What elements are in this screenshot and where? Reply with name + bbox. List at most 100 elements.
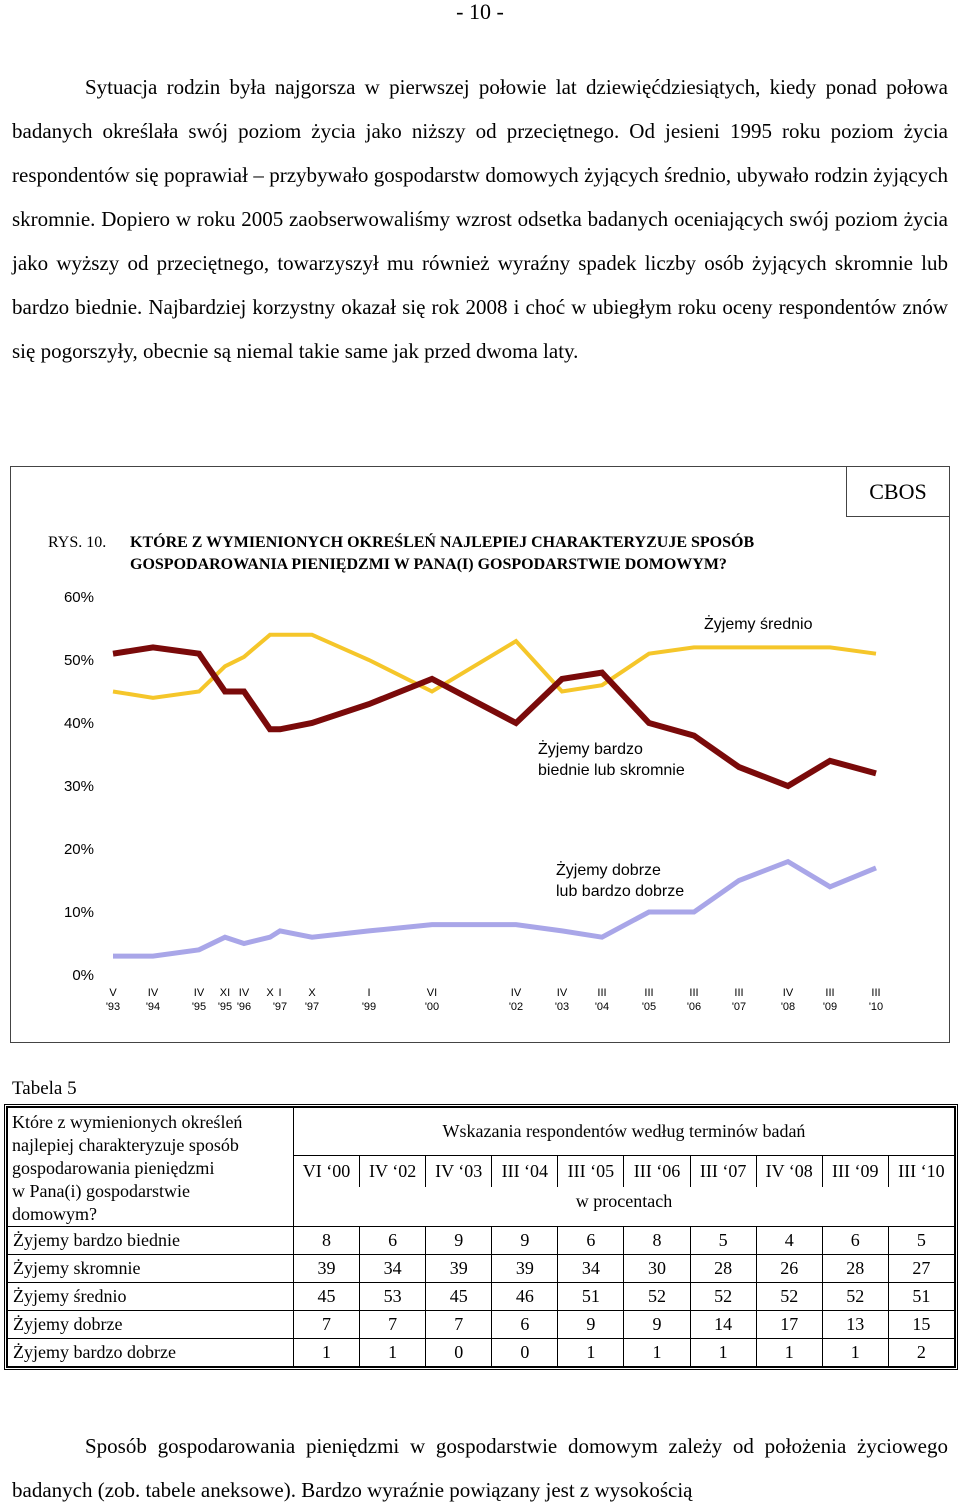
table-cell: 51 xyxy=(887,1282,956,1311)
table-cell: 45 xyxy=(425,1282,493,1311)
y-tick-label: 50% xyxy=(64,652,94,669)
x-tick-month: X xyxy=(266,987,274,999)
series-line xyxy=(112,632,877,700)
table-cell: 52 xyxy=(623,1282,691,1311)
table-cell: 1 xyxy=(359,1338,427,1367)
data-table-wrapper: Które z wymienionych określeń najlepiej … xyxy=(4,1104,958,1370)
y-tick-label: 0% xyxy=(72,967,94,984)
table-header-row: Które z wymienionych określeń najlepiej … xyxy=(7,1106,955,1227)
x-tick-month: IV xyxy=(783,987,794,999)
x-tick-month: III xyxy=(644,987,653,999)
term-header-cell: III ‘09 xyxy=(821,1155,889,1187)
x-tick-month: V xyxy=(109,987,117,999)
header-main: Wskazania respondentów według terminów b… xyxy=(293,1106,955,1157)
table-row: Żyjemy bardzo biednie 8 6 9 9 6 8 5 4 6 5 xyxy=(7,1226,956,1255)
x-tick-year: '05 xyxy=(642,1001,656,1013)
row-label: Żyjemy skromnie xyxy=(7,1254,294,1283)
x-tick-year: '07 xyxy=(732,1001,746,1013)
cbos-label: CBOS xyxy=(846,466,950,517)
series-line xyxy=(113,858,877,959)
table-cell: 0 xyxy=(425,1338,493,1367)
table-cell: 46 xyxy=(491,1282,559,1311)
x-tick-year: '04 xyxy=(595,1001,609,1013)
series-label: biednie lub skromnie xyxy=(538,762,685,779)
table-cell: 9 xyxy=(491,1226,559,1255)
table-cell: 13 xyxy=(821,1310,889,1339)
table-cell: 17 xyxy=(755,1310,823,1339)
x-tick-month: XI xyxy=(220,987,230,999)
x-tick-year: '97 xyxy=(305,1001,319,1013)
series-label: Żyjemy średnio xyxy=(704,614,813,633)
table-cell: 7 xyxy=(425,1310,493,1339)
closing-paragraph-text: Sposób gospodarowania pieniędzmi w gospo… xyxy=(12,1434,948,1502)
x-tick-month: IV xyxy=(557,987,568,999)
table-cell: 39 xyxy=(491,1254,559,1283)
x-tick-month: III xyxy=(734,987,743,999)
table-cell: 6 xyxy=(359,1226,427,1255)
line-chart: 0%10%20%30%40%50%60%V'93IV'94IV'95XI'95I… xyxy=(64,589,883,1013)
table-cell: 45 xyxy=(292,1282,361,1311)
x-tick-month: VI xyxy=(427,987,437,999)
x-tick-year: '93 xyxy=(106,1001,120,1013)
y-tick-label: 30% xyxy=(64,778,94,795)
table-cell: 39 xyxy=(425,1254,493,1283)
x-tick-month: III xyxy=(871,987,880,999)
x-tick-month: I xyxy=(278,987,281,999)
table-cell: 7 xyxy=(292,1310,361,1339)
row-label: Żyjemy dobrze xyxy=(7,1310,294,1339)
table-cell: 52 xyxy=(755,1282,823,1311)
row-label: Żyjemy bardzo dobrze xyxy=(7,1338,294,1367)
y-tick-label: 20% xyxy=(64,841,94,858)
term-header-row: VI ‘00 IV ‘02 IV ‘03 III ‘04 III ‘05 III ‘06 I… xyxy=(8,1155,956,1187)
row-label: Żyjemy bardzo biednie xyxy=(7,1226,294,1255)
x-tick-month: III xyxy=(597,987,606,999)
table-cell: 34 xyxy=(359,1254,427,1283)
figure-title-line1: KTÓRE Z WYMIENIONYCH OKREŚLEŃ NAJLEPIEJ … xyxy=(130,534,755,551)
x-tick-month: IV xyxy=(239,987,250,999)
question-line: w Pana(i) gospodarstwie xyxy=(12,1181,190,1201)
x-tick-year: '02 xyxy=(509,1001,523,1013)
figure-title-line2: GOSPODAROWANIA PIENIĘDZMI W PANA(I) GOSP… xyxy=(130,556,727,573)
row-label: Żyjemy średnio xyxy=(7,1282,294,1311)
x-tick-year: '96 xyxy=(237,1001,251,1013)
table-cell: 6 xyxy=(557,1226,625,1255)
series-label: Żyjemy dobrze xyxy=(556,860,661,879)
x-tick-year: '94 xyxy=(146,1001,160,1013)
table-cell: 30 xyxy=(623,1254,691,1283)
table-cell: 28 xyxy=(821,1254,889,1283)
y-tick-label: 40% xyxy=(64,715,94,732)
table-cell: 5 xyxy=(887,1226,956,1255)
x-tick-year: '95 xyxy=(192,1001,206,1013)
term-header-cell: IV ‘08 xyxy=(755,1155,823,1187)
y-tick-label: 10% xyxy=(64,904,94,921)
table-cell: 9 xyxy=(557,1310,625,1339)
page-number: - 10 - xyxy=(456,0,504,24)
term-header-cell: III ‘05 xyxy=(557,1155,625,1187)
x-tick-month: X xyxy=(308,987,316,999)
table-cell: 8 xyxy=(623,1226,691,1255)
term-header-cell: III ‘04 xyxy=(491,1155,559,1187)
x-tick-year: '06 xyxy=(687,1001,701,1013)
x-tick-year: '97 xyxy=(273,1001,287,1013)
table-cell: 1 xyxy=(755,1338,823,1367)
table-cell: 1 xyxy=(292,1338,361,1367)
table-cell: 9 xyxy=(623,1310,691,1339)
term-header-cell: VI ‘00 xyxy=(292,1155,361,1187)
term-header-cell: IV ‘02 xyxy=(359,1155,427,1187)
data-table: Które z wymienionych określeń najlepiej … xyxy=(7,1106,956,1367)
question-line: Które z wymienionych określeń xyxy=(12,1112,243,1132)
unit-label: w procentach xyxy=(293,1186,955,1227)
table-body: Które z wymienionych określeń najlepiej … xyxy=(7,1106,956,1367)
table-cell: 0 xyxy=(491,1338,559,1367)
table-cell: 34 xyxy=(557,1254,625,1283)
x-tick-month: IV xyxy=(511,987,522,999)
table-cell: 7 xyxy=(359,1310,427,1339)
table-row: Żyjemy skromnie 39 34 39 39 34 30 28 26 28 27 xyxy=(7,1254,956,1283)
table-row: Żyjemy średnio 45 53 45 46 51 52 52 52 52 51 xyxy=(7,1282,956,1311)
table-cell: 5 xyxy=(689,1226,757,1255)
question-line: domowym? xyxy=(12,1204,97,1224)
chart-frame xyxy=(10,466,950,1043)
series-label: lub bardzo dobrze xyxy=(556,883,684,900)
table-row: Żyjemy bardzo dobrze 1 1 0 0 1 1 1 1 1 2 xyxy=(7,1338,956,1367)
table-cell: 52 xyxy=(689,1282,757,1311)
